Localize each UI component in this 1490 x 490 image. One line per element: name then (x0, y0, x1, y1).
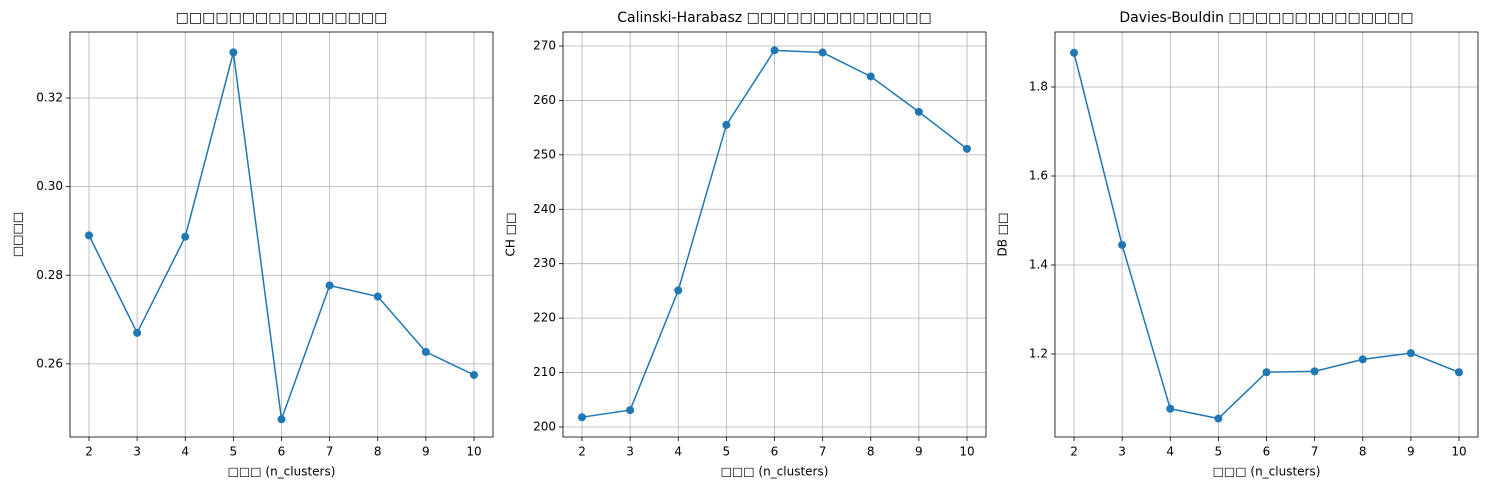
data-point (626, 406, 635, 415)
x-tick-label: 4 (1166, 445, 1174, 459)
x-axis-label: □□□ (n_clusters) (721, 465, 829, 479)
data-point (373, 292, 382, 301)
data-point (1118, 240, 1127, 249)
x-tick-label: 5 (1215, 445, 1223, 459)
data-point (722, 120, 731, 129)
y-axis-label: CH □□ (504, 213, 518, 257)
data-point (133, 328, 142, 337)
x-axis-label: □□□ (n_clusters) (228, 465, 336, 479)
x-tick-label: 8 (867, 445, 875, 459)
y-tick-label: 0.28 (36, 268, 63, 282)
x-tick-label: 4 (181, 445, 189, 459)
axes-frame (69, 31, 494, 438)
y-tick-label: 250 (533, 147, 556, 161)
y-tick-label: 0.26 (36, 356, 63, 370)
x-axis-label: □□□ (n_clusters) (1213, 465, 1321, 479)
x-tick-label: 7 (1311, 445, 1319, 459)
x-tick-label: 7 (819, 445, 827, 459)
axes-frame (1054, 31, 1479, 438)
y-tick-label: 270 (533, 38, 556, 52)
data-point (1310, 367, 1319, 376)
data-point (421, 347, 430, 356)
x-tick-label: 8 (374, 445, 382, 459)
y-axis-label: □□□□ (11, 212, 25, 257)
x-tick-label: 3 (133, 445, 141, 459)
data-point (277, 415, 286, 424)
x-tick-label: 6 (278, 445, 286, 459)
chart-title: Davies-Bouldin □□□□□□□□□□□□□□ (1119, 10, 1413, 26)
data-point (1166, 404, 1175, 413)
subplot: 2 3 4 5 6 7 8 9 10 200 210 220 230 240 250 260 270 Calins… (504, 10, 987, 479)
y-tick-label: 240 (533, 202, 556, 216)
chart-title: □□□□□□□□□□□□□□□□ (176, 10, 388, 26)
axes-frame (562, 31, 987, 438)
y-tick-label: 220 (533, 311, 556, 325)
y-axis-label: DB □□ (996, 213, 1010, 257)
x-tick-label: 9 (1407, 445, 1415, 459)
data-point (181, 232, 190, 241)
subplot: 2 3 4 5 6 7 8 9 100.260.280.300.32□□□□□□□□□□□□□□… (11, 10, 494, 479)
y-tick-label: 230 (533, 256, 556, 270)
data-point (818, 48, 827, 57)
data-point (1406, 349, 1415, 358)
x-tick-label: 7 (326, 445, 334, 459)
y-tick-label: 260 (533, 93, 556, 107)
data-point (1214, 414, 1223, 423)
y-tick-label: 210 (533, 365, 556, 379)
data-point (578, 413, 587, 422)
y-tick-label: 1.8 (1029, 80, 1048, 94)
data-point (866, 72, 875, 81)
x-tick-label: 6 (771, 445, 779, 459)
x-tick-label: 8 (1359, 445, 1367, 459)
x-tick-label: 2 (85, 445, 93, 459)
data-point (85, 231, 94, 240)
x-tick-label: 5 (230, 445, 238, 459)
data-point (1358, 355, 1367, 364)
x-tick-label: 10 (959, 445, 974, 459)
data-point (914, 107, 923, 116)
x-tick-label: 2 (578, 445, 586, 459)
data-point (770, 46, 779, 55)
y-tick-label: 1.2 (1029, 347, 1048, 361)
y-tick-label: 1.4 (1029, 258, 1048, 272)
x-tick-label: 3 (1118, 445, 1126, 459)
x-tick-label: 9 (422, 445, 430, 459)
x-tick-label: 5 (723, 445, 731, 459)
x-tick-label: 9 (915, 445, 923, 459)
x-tick-label: 10 (1451, 445, 1466, 459)
x-tick-label: 10 (466, 445, 481, 459)
chart-title: Calinski-Harabasz □□□□□□□□□□□□□□ (617, 10, 932, 26)
x-tick-label: 2 (1070, 445, 1078, 459)
data-point (229, 48, 238, 57)
x-tick-label: 3 (626, 445, 634, 459)
y-tick-label: 1.6 (1029, 169, 1048, 183)
data-point (469, 370, 478, 379)
x-tick-label: 6 (1263, 445, 1271, 459)
data-point (962, 144, 971, 153)
subplot: 2 3 4 5 6 7 8 9 10 1.2 1.4 1.6 1.8 Davies-Bouldin □□□… (996, 10, 1479, 479)
y-tick-label: 0.32 (36, 91, 63, 105)
data-point (1454, 368, 1463, 377)
y-tick-label: 0.30 (36, 179, 63, 193)
data-point (674, 286, 683, 295)
data-point (1070, 48, 1079, 57)
y-tick-label: 200 (533, 419, 556, 433)
data-point (325, 281, 334, 290)
data-point (1262, 368, 1271, 377)
x-tick-label: 4 (674, 445, 682, 459)
